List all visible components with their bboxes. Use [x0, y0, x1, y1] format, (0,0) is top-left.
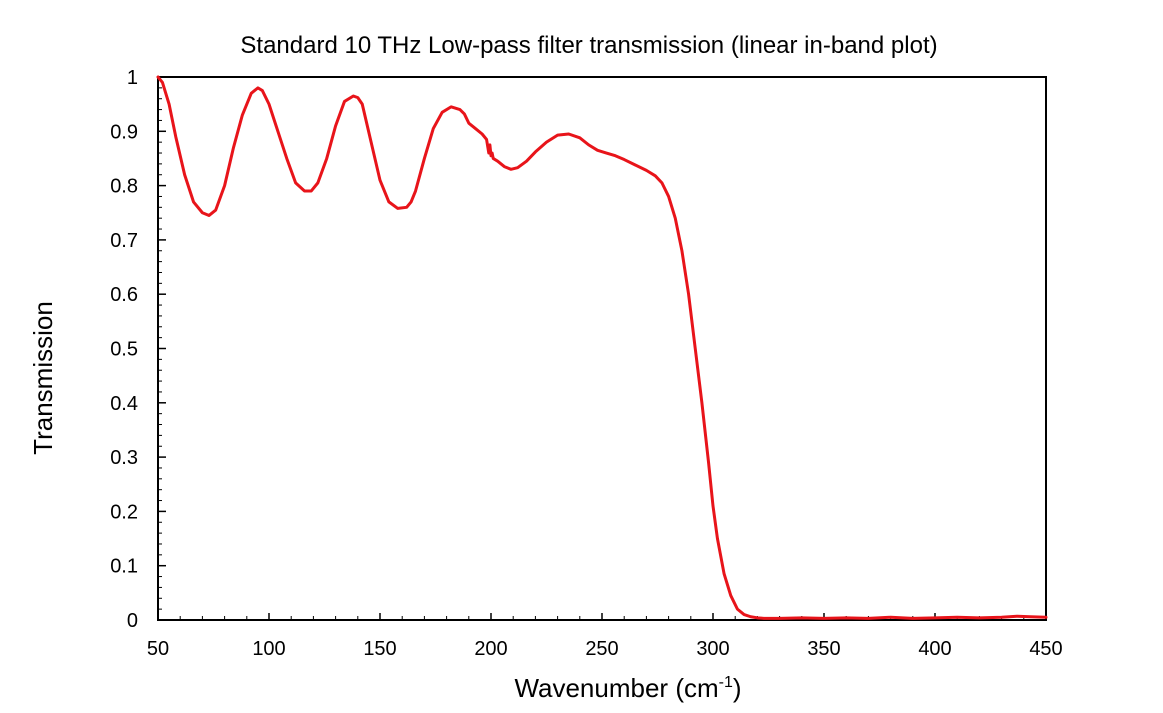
plot-area-frame [157, 76, 1047, 621]
y-axis-title: Transmission [28, 301, 58, 455]
x-axis-title-suffix: ) [733, 673, 742, 703]
y-tick-label: 0 [127, 610, 138, 632]
y-tick-label: 1 [127, 67, 138, 89]
x-tick-label: 50 [147, 638, 169, 660]
y-tick-label: 0.9 [110, 121, 138, 143]
y-tick-label: 0.7 [110, 230, 138, 252]
chart-title: Standard 10 THz Low-pass filter transmis… [240, 32, 937, 59]
y-minor-ticks [158, 87, 162, 610]
y-tick-label: 0.4 [110, 393, 138, 415]
y-tick-label: 0.3 [110, 447, 138, 469]
x-tick-label: 200 [474, 638, 507, 660]
series-line-0 [156, 75, 1048, 620]
x-tick-label: 350 [807, 638, 840, 660]
x-tick-label: 250 [585, 638, 618, 660]
y-axis-ticks: 0 0.1 0.2 0.3 0.4 0.5 0.6 0.7 0.8 0.9 1 [110, 67, 166, 632]
y-tick-label: 0.8 [110, 176, 138, 198]
x-axis-title-superscript: -1 [719, 674, 733, 691]
y-tick-label: 0.1 [110, 556, 138, 578]
y-tick-label: 0.6 [110, 284, 138, 306]
x-tick-label: 300 [696, 638, 729, 660]
series-layer [156, 75, 1048, 620]
x-tick-label: 100 [252, 638, 285, 660]
y-tick-label: 0.5 [110, 339, 138, 361]
x-axis-title: Wavenumber (cm-1) [514, 673, 741, 703]
x-axis-ticks: 50 100 150 200 250 300 350 400 450 [147, 613, 1063, 660]
x-tick-label: 400 [918, 638, 951, 660]
x-axis-title-main: Wavenumber (cm [514, 673, 718, 703]
x-tick-label: 150 [363, 638, 396, 660]
x-tick-label: 450 [1029, 638, 1062, 660]
y-tick-label: 0.2 [110, 501, 138, 523]
